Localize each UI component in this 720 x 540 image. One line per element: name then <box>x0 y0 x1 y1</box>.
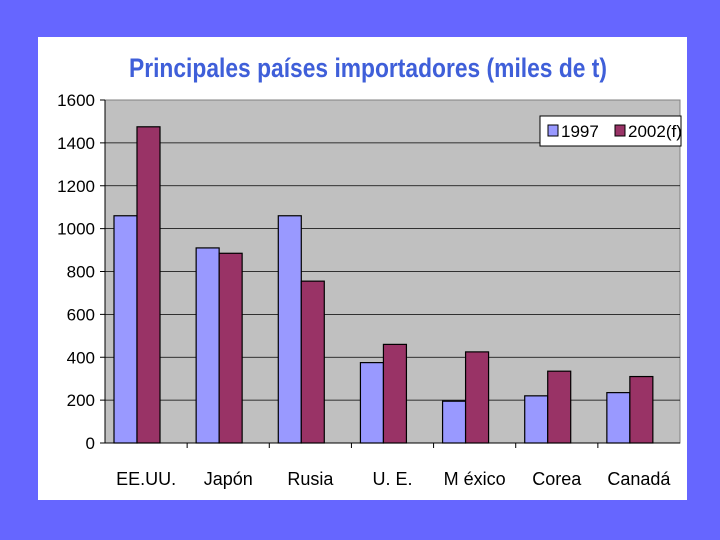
y-tick-label: 1600 <box>57 91 95 110</box>
legend-swatch <box>547 124 559 137</box>
bar-1997 <box>441 400 467 444</box>
legend-box <box>539 115 682 147</box>
bar-2002f <box>300 280 325 444</box>
legend-label: 1997 <box>561 122 599 141</box>
category-label: Japón <box>204 469 253 489</box>
y-tick-label: 400 <box>67 348 95 367</box>
y-tick-label: 800 <box>67 263 95 282</box>
bar-2002f <box>218 252 243 444</box>
legend-swatch <box>614 124 626 137</box>
category-label: Canadá <box>607 469 671 489</box>
bars <box>113 126 654 444</box>
bar-2002f <box>136 126 161 444</box>
y-tick-label: 1400 <box>57 134 95 153</box>
legend-label: 2002(f) <box>628 122 682 141</box>
y-axis: 0 200 400 600 800 1000 1200 1400 1600 <box>57 91 680 453</box>
bar-1997 <box>113 215 138 444</box>
category-label: M éxico <box>444 469 506 489</box>
bar-1997 <box>277 215 302 444</box>
chart-panel: Principales países importadores (miles d… <box>38 37 687 500</box>
bar-2002f <box>464 351 490 444</box>
bar-chart: Principales países importadores (miles d… <box>57 53 682 489</box>
bar-1997 <box>606 392 631 444</box>
category-label: U. E. <box>372 469 412 489</box>
bar-2002f <box>629 375 654 444</box>
x-axis: EE.UU. Japón Rusia U. E. M éxico Corea Canadá <box>116 443 671 489</box>
category-label: Corea <box>532 469 582 489</box>
bar-1997 <box>359 362 385 444</box>
y-tick-label: 0 <box>86 434 95 453</box>
category-label: EE.UU. <box>116 469 176 489</box>
legend: 1997 2002(f) <box>539 115 682 147</box>
bar-1997 <box>195 247 220 444</box>
category-label: Rusia <box>287 469 334 489</box>
bar-2002f <box>382 343 408 444</box>
y-tick-label: 200 <box>67 391 95 410</box>
y-tick-label: 1000 <box>57 220 95 239</box>
bar-1997 <box>524 395 549 444</box>
chart-title: Principales países importadores (miles d… <box>129 53 607 83</box>
y-tick-label: 1200 <box>57 177 95 196</box>
bar-2002f <box>547 370 572 444</box>
y-tick-label: 600 <box>67 305 95 324</box>
